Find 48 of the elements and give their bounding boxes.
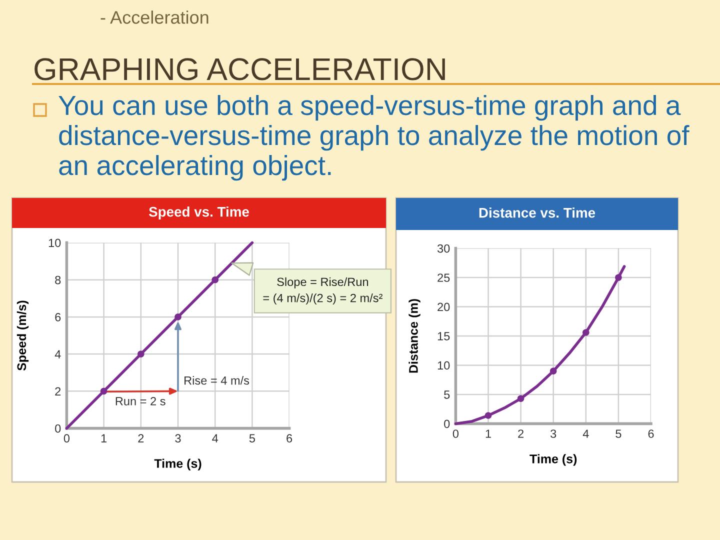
y-tick-label: 10 <box>438 361 450 370</box>
x-tick-label: 0 <box>64 434 70 443</box>
annotation: Slope = Rise/Run = (4 m/s)/(2 s) = 2 m/s² <box>263 277 382 305</box>
x-tick-label: 2 <box>518 430 524 438</box>
point <box>517 395 524 402</box>
point <box>550 368 557 374</box>
point <box>138 350 144 358</box>
y-tick-label: 5 <box>444 390 450 399</box>
annotation: Run = 2 s <box>116 397 166 406</box>
y-tick-label: 8 <box>55 276 61 284</box>
point <box>174 314 182 320</box>
annotation: Rise = 4 m/s <box>184 376 250 385</box>
y-axis-title: Speed (m/s) <box>16 300 29 371</box>
point <box>212 276 218 284</box>
point <box>484 412 492 419</box>
y-tick-label: 25 <box>438 274 450 282</box>
x-tick-label: 1 <box>486 430 491 438</box>
y-tick-label: 10 <box>48 238 61 248</box>
x-tick-label: 6 <box>286 434 292 443</box>
chart-title: Speed vs. Time <box>148 206 249 220</box>
text: GRAPHING ACCELERATION <box>34 58 445 80</box>
x-axis-title: Time (s) <box>530 454 577 466</box>
y-tick-label: 0 <box>444 420 450 428</box>
x-tick-label: 1 <box>101 434 107 442</box>
y-tick-label: 2 <box>55 387 61 396</box>
chart-title: Distance vs. Time <box>479 208 596 218</box>
y-tick-label: 6 <box>55 312 61 322</box>
point <box>615 274 622 281</box>
text: You can use both a speed-versus-time graph and a distance-versus-time graph to analyze the motion of an accelerating object. <box>58 95 690 181</box>
text: - Acceleration <box>100 10 208 24</box>
y-tick-label: 20 <box>438 302 450 312</box>
x-tick-label: 2 <box>138 434 144 442</box>
x-tick-label: 3 <box>175 434 181 443</box>
point <box>582 329 590 336</box>
x-axis-title: Time (s) <box>154 458 202 470</box>
x-tick-label: 3 <box>550 430 556 438</box>
x-tick-label: 5 <box>249 434 255 443</box>
x-tick-label: 0 <box>452 430 459 438</box>
line-series <box>454 265 626 426</box>
x-tick-label: 4 <box>582 430 589 438</box>
x-tick-label: 5 <box>616 430 622 438</box>
x-tick-label: 4 <box>212 434 218 442</box>
y-tick-label: 4 <box>54 350 61 358</box>
y-axis-title: Distance (m) <box>408 299 420 373</box>
y-tick-label: 15 <box>438 332 450 340</box>
x-tick-label: 6 <box>648 430 654 438</box>
y-tick-label: 30 <box>437 244 450 253</box>
point <box>100 388 108 395</box>
